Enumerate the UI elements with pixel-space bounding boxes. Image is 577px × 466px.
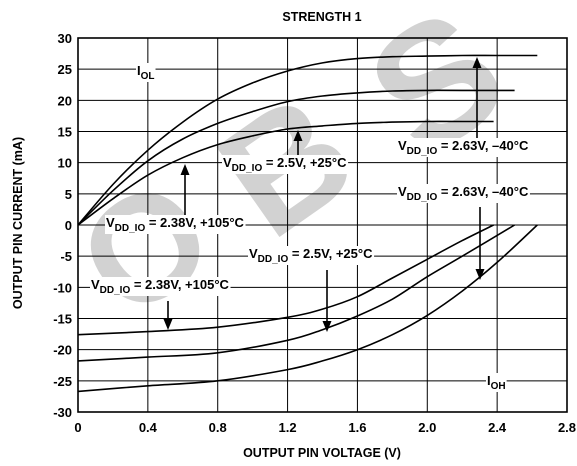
watermark-letter: S: [336, 0, 538, 193]
series-line-6: [77, 224, 538, 393]
plot-frame: [77, 37, 568, 413]
annotation-background: [105, 215, 246, 234]
y-tick-label: -25: [53, 374, 72, 389]
y-tick-label: 30: [58, 31, 72, 46]
annotation-7: VDD_IO = 2.5V, +25°C: [248, 246, 375, 332]
y-tick-label: -15: [53, 312, 72, 327]
annotation-5: VDD_IO = 2.38V, +105°C: [105, 164, 246, 234]
annotation-8: VDD_IO = 2.38V, +105°C: [90, 277, 231, 330]
annotation-background: [486, 373, 507, 392]
y-tick-label: 5: [65, 187, 72, 202]
x-tick-label: 1.2: [279, 420, 297, 435]
y-tick-label: 25: [58, 62, 72, 77]
series-lines: [77, 54, 538, 393]
series-line-3: [77, 120, 494, 226]
annotations: IOL IOH VDD_IO = 2.5V, +25°C VDD_IO = 2.63V…: [90, 57, 530, 392]
x-tick-labels: 0 0.4 0.8 1.2 1.6 2.0 2.4 2.8: [74, 420, 576, 435]
annotation-2: IOH: [486, 373, 507, 392]
annotation-arrowhead: [475, 269, 485, 280]
y-tick-label: 10: [58, 156, 72, 171]
y-tick-label: 0: [65, 218, 72, 233]
annotation-label: VDD_IO = 2.5V, +25°C: [249, 246, 373, 265]
annotation-arrowhead: [322, 321, 332, 332]
x-tick-label: 2.4: [488, 420, 507, 435]
series-line-4: [77, 224, 494, 336]
annotation-label: VDD_IO = 2.5V, +25°C: [223, 155, 347, 174]
y-tick-label: -5: [60, 249, 72, 264]
x-tick-label: 0: [74, 420, 81, 435]
x-tick-label: 1.6: [348, 420, 366, 435]
annotation-background: [248, 246, 375, 265]
x-tick-label: 2.0: [418, 420, 436, 435]
series-line-2: [77, 89, 515, 226]
annotation-label: VDD_IO = 2.38V, +105°C: [91, 277, 230, 296]
y-tick-labels: 30 25 20 15 10 5 0 -5 -10 -15 -20 -25 -30: [53, 31, 72, 420]
annotation-background: [397, 184, 530, 203]
y-tick-label: -20: [53, 343, 72, 358]
annotation-6: VDD_IO = 2.63V, –40°C: [397, 184, 530, 280]
annotation-arrowhead: [180, 164, 190, 175]
x-tick-label: 2.8: [558, 420, 576, 435]
annotation-label: VDD_IO = 2.63V, –40°C: [398, 184, 529, 203]
y-tick-label: 20: [58, 93, 72, 108]
annotation-arrowhead: [293, 130, 303, 141]
x-tick-label: 0.4: [139, 420, 158, 435]
annotation-label: IOH: [487, 373, 506, 392]
x-tick-label: 0.8: [209, 420, 227, 435]
chart-title: STRENGTH 1: [282, 10, 361, 24]
annotation-4: VDD_IO = 2.63V, –40°C: [397, 57, 530, 157]
annotation-label: VDD_IO = 2.63V, –40°C: [398, 138, 529, 157]
annotation-background: [90, 277, 231, 296]
annotation-arrowhead: [163, 319, 173, 330]
series-line-1: [77, 54, 538, 226]
annotation-background: [222, 155, 349, 174]
annotation-background: [136, 63, 156, 82]
annotation-label: IOL: [137, 63, 155, 82]
y-tick-label: 15: [58, 125, 72, 140]
annotation-arrowhead: [472, 57, 482, 68]
annotation-1: IOL: [136, 63, 156, 82]
y-axis-label: OUTPUT PIN CURRENT (mA): [11, 137, 25, 309]
annotation-background: [397, 138, 530, 157]
annotation-label: VDD_IO = 2.38V, +105°C: [106, 215, 245, 234]
y-tick-label: -10: [53, 280, 72, 295]
x-axis-label: OUTPUT PIN VOLTAGE (V): [243, 446, 401, 460]
y-tick-label: -30: [53, 405, 72, 420]
annotation-3: VDD_IO = 2.5V, +25°C: [222, 130, 349, 174]
series-line-5: [77, 224, 516, 362]
